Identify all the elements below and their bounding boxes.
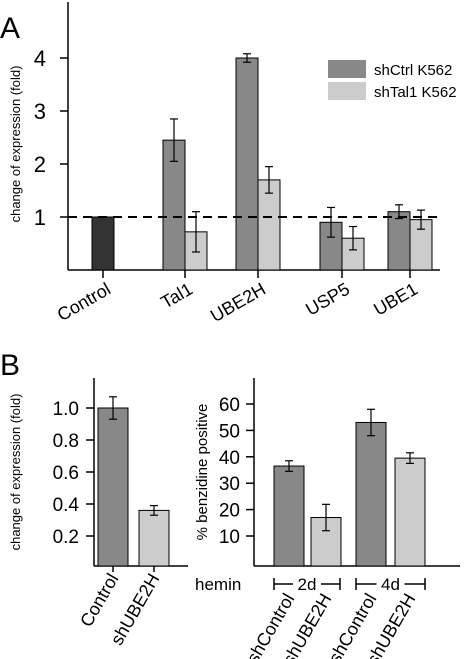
bar-shcontrol (273, 465, 305, 567)
y-tick-label: 50 (219, 421, 240, 442)
y-tick-label: 2 (34, 152, 46, 177)
chart-b-expression: 0.2 0.4 0.6 0.8 1.0 change of expression (fol… (8, 378, 188, 648)
x-tick-label: UBE1 (370, 279, 421, 320)
chart-b-benzidine: 10 20 30 40 50 60 % benzidine positive hemin 2d 4… (194, 378, 460, 659)
legend-swatch (328, 60, 366, 78)
y-tick-label: 3 (34, 99, 46, 124)
legend-label: shCtrl K562 (374, 62, 452, 79)
y-tick-label: 30 (219, 474, 240, 495)
x-tick-label: UBE2H (207, 279, 269, 326)
y-tick-label: 40 (219, 448, 240, 469)
y-tick-label: 0.4 (53, 495, 80, 516)
panel-label-a: A (0, 12, 20, 45)
y-tick-label: 60 (219, 395, 240, 416)
x-tick-label: USP5 (302, 279, 353, 320)
x-tick-label: Control (54, 279, 114, 325)
y-axis-label: change of expression (fold) (8, 66, 23, 223)
bar-control (91, 216, 115, 271)
bar-shctrl (387, 211, 411, 271)
chart-a: 1 2 3 4 change of expression (fold) Control Ta… (8, 2, 457, 326)
bar-shube2h (394, 457, 426, 567)
group-label: 2d (298, 575, 317, 594)
legend-swatch (328, 82, 366, 100)
y-tick-label: 1.0 (53, 399, 79, 420)
y-tick-label: 10 (219, 527, 240, 548)
y-axis-label: % benzidine positive (194, 404, 211, 541)
y-tick-label: 0.6 (53, 463, 79, 484)
y-axis-label: change of expression (fold) (8, 394, 23, 551)
panel-label-b: B (0, 349, 20, 382)
y-tick-label: 0.8 (53, 431, 79, 452)
bar-shcontrol (355, 421, 387, 567)
y-tick-label: 4 (34, 46, 46, 71)
x-tick-label: Tal1 (157, 279, 196, 313)
y-tick-label: 1 (34, 205, 46, 230)
y-tick-label: 20 (219, 501, 240, 522)
y-tick-label: 0.2 (53, 527, 79, 548)
bar-shube2h (138, 509, 170, 567)
legend-label: shTal1 K562 (374, 84, 457, 101)
bar-shctrl (235, 57, 259, 271)
bar-control (97, 407, 129, 567)
hemin-label: hemin (195, 575, 241, 594)
group-label: 4d (381, 575, 400, 594)
